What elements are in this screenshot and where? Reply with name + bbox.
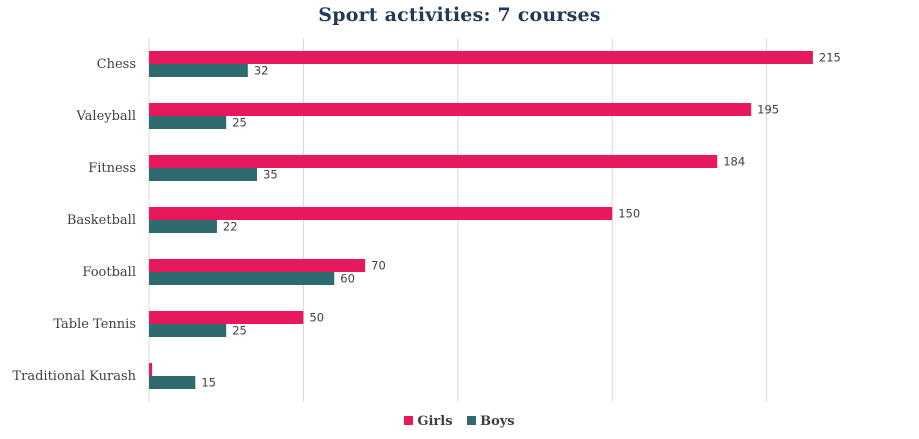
bar-boys [149,220,217,233]
bar-boys [149,116,227,129]
legend-item-girls: Girls [404,414,453,429]
legend-label-girls: Girls [417,414,453,429]
data-label-boys: 35 [263,168,278,182]
category-label: Basketball [67,213,136,228]
category-label: Traditional Kurash [12,369,136,384]
data-label-girls: 50 [309,311,324,325]
legend-item-boys: Boys [467,414,515,429]
bar-boys [149,168,258,181]
bar-boys [149,324,227,337]
bar-girls [149,207,613,220]
category-label: Football [82,265,136,280]
bar-girls [149,103,752,116]
legend-swatch-girls [404,416,414,425]
bar-girls [149,51,813,64]
data-label-girls: 184 [723,155,745,169]
legend-label-boys: Boys [480,414,515,429]
data-label-boys: 32 [254,64,269,78]
bar-boys [149,376,196,389]
data-label-girls: 70 [371,259,386,273]
data-label-girls: 150 [618,207,640,221]
data-label-boys: 60 [340,272,355,286]
data-label-boys: 22 [223,220,238,234]
bar-boys [149,272,335,285]
data-label-girls: 215 [819,51,841,65]
data-label-boys: 25 [232,324,247,338]
data-label-girls: 195 [757,103,779,117]
chart-title: Sport activities: 7 courses [318,4,601,26]
category-label: Table Tennis [53,317,136,332]
category-label: Fitness [88,161,136,176]
bar-boys [149,64,248,77]
bar-girls [149,155,718,168]
bar-girls [149,311,304,324]
category-labels: Chess Valeyball Fitness Basketball Football T… [12,57,136,384]
category-label: Valeyball [75,109,136,124]
bar-girls [149,363,153,376]
legend-swatch-boys [467,416,477,425]
bars [149,51,813,389]
category-label: Chess [97,57,136,72]
legend: Girls Boys [0,414,919,429]
data-label-boys: 15 [201,376,216,390]
data-label-boys: 25 [232,116,247,130]
bar-girls [149,259,366,272]
value-labels: 215 32 195 25 184 35 150 22 70 60 50 25 15 [201,51,841,390]
